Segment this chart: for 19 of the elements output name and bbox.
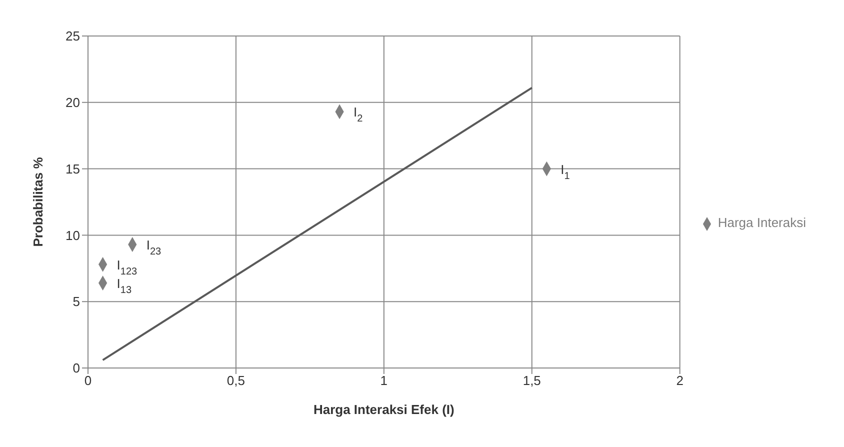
annotation: I$_{23}$ <box>146 238 162 258</box>
x-tick-label: 1 <box>380 373 388 388</box>
annotation: I$_{13}$ <box>116 276 132 296</box>
x-tick-label: 0,5 <box>226 373 245 388</box>
y-tick-label: 20 <box>66 95 80 110</box>
legend-label: Harga Interaksi <box>718 215 806 230</box>
x-tick-label: 0 <box>84 373 92 388</box>
y-axis-title: Probabilitas % <box>30 156 46 247</box>
x-tick-label: 2 <box>676 373 684 388</box>
y-tick-label: 10 <box>66 228 80 243</box>
annotation: I$_{123}$ <box>116 258 138 278</box>
y-tick-label: 15 <box>66 161 80 176</box>
annotation: I$_{2}$ <box>354 105 364 125</box>
x-axis-title: Harga Interaksi Efek (I) <box>313 402 454 417</box>
y-tick-label: 0 <box>72 360 80 376</box>
x-tick-label: 1,5 <box>522 373 541 388</box>
annotation: I$_{1}$ <box>560 162 570 182</box>
y-tick-label: 25 <box>66 28 80 44</box>
y-tick-label: 5 <box>72 294 80 310</box>
